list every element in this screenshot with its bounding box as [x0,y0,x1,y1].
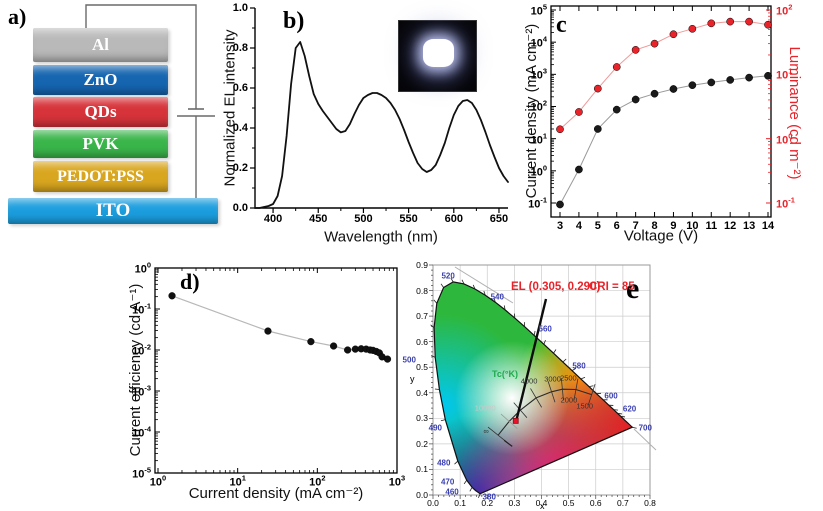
wavelength-tick [562,358,567,363]
el-annotation-line [515,298,548,420]
wavelength-tick [580,376,586,380]
wavelength-tick [430,324,435,328]
tangent-line-700 [633,428,657,451]
current-density-point [764,71,772,80]
wavelength-tick [433,299,438,304]
device-layer-label: QDs [84,102,117,121]
wavelength-tick [440,283,444,288]
infinity-end-bar [503,439,513,447]
iso-temperature-tick [587,383,596,406]
wavelength-tick [588,385,594,387]
wavelength-tick [620,415,626,418]
device-layer-label: ITO [95,200,131,221]
cie-color-field [434,281,633,494]
device-layer-al: Al [33,28,168,62]
luminance-point [707,19,716,28]
iso-temperature-tick [513,402,528,418]
current-density-point [669,85,678,93]
luminance-point [745,17,753,26]
glowing-pixel [423,39,454,67]
wavelength-tick [461,279,465,285]
el-device-photo-inset [399,21,476,91]
luminance-point [688,24,697,33]
current-density-point [688,81,697,90]
current-density-point [650,89,659,98]
current-density-point [556,200,564,209]
luminance-point [556,125,564,134]
wavelength-tick [503,305,506,310]
wavelength-tick [478,493,481,498]
wavelength-tick [450,277,454,283]
wavelength-tick [454,460,459,465]
efficiency-point [344,346,352,354]
d-plot-frame [154,267,398,474]
el-spectrum-curve [254,41,509,209]
iso-temperature-tick [530,388,543,408]
wavelength-tick [533,330,536,336]
wavelength-tick [632,426,637,429]
wavelength-tick [571,368,577,371]
luminance-line [559,21,769,130]
wavelength-tick [469,487,473,492]
c-plot-frame [550,5,772,218]
wavelength-tick [543,339,546,345]
device-layer-pedot-pss: PEDOT:PSS [33,161,168,192]
device-layer-label: ZnO [83,70,118,89]
el-point-marker [512,417,519,424]
wavelength-tick [440,419,446,422]
current-density-point [726,76,735,84]
wavelength-tick [617,412,622,415]
wavelength-tick [431,355,436,358]
wavelength-tick [472,284,476,290]
device-layer-zno: ZnO [33,65,168,95]
device-layer-label: PEDOT:PSS [57,167,144,185]
current-density-point [593,125,602,133]
circuit-wire [85,4,197,109]
wavelength-tick [434,388,440,390]
device-layer-pvk: PVK [33,130,168,158]
tangent-line-520 [454,266,514,304]
spectral-locus-outline [433,281,634,495]
device-layer-label: Al [92,35,109,54]
device-layer-label: PVK [82,134,119,153]
wavelength-tick [493,297,496,303]
cie-horseshoe [434,281,633,494]
efficiency-point [307,338,315,346]
luminance-point [631,46,640,54]
device-layer-ito: ITO [8,198,218,224]
wavelength-tick [483,290,486,296]
wavelength-tick [553,349,557,354]
current-density-line [559,75,769,205]
efficiency-point [264,327,272,335]
current-density-point [745,73,753,82]
luminance-point [669,30,678,39]
current-density-point [707,78,716,87]
efficiency-point [383,355,392,363]
current-density-point [612,105,621,114]
current-density-point [631,95,640,104]
luminance-point [612,63,621,71]
planckian-locus [497,388,592,436]
efficiency-point [329,342,338,350]
luminance-point [650,39,659,48]
iso-temperature-tick [560,378,564,401]
luminance-point [593,84,602,93]
luminance-point [575,108,583,116]
efficiency-point [168,292,176,300]
current-density-point [575,165,583,174]
wavelength-tick [463,480,467,485]
luminance-point [764,20,772,29]
iso-temperature-tick [500,413,518,430]
iso-temperature-tick [573,378,579,401]
iso-temperature-tick [547,381,556,403]
device-layer-qds: QDs [33,97,168,127]
luminance-point [726,17,735,26]
